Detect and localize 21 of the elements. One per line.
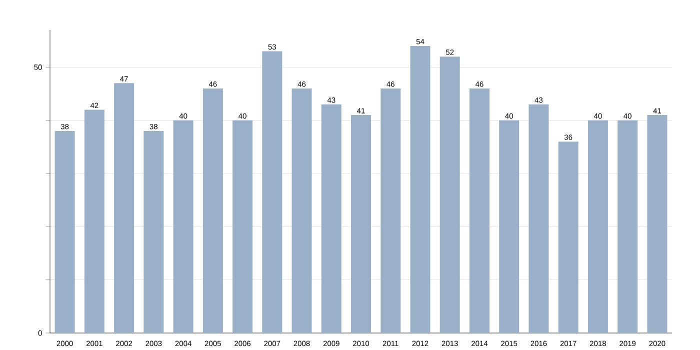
bar	[232, 120, 253, 333]
bar	[647, 115, 668, 333]
bar	[558, 142, 578, 333]
bar	[588, 120, 608, 333]
bar	[618, 120, 638, 333]
bar	[440, 56, 460, 333]
bar	[380, 88, 401, 333]
bar	[351, 115, 372, 333]
bar	[202, 88, 223, 333]
bar	[144, 131, 164, 333]
bar	[321, 104, 342, 333]
bar	[173, 120, 194, 333]
bar	[410, 46, 430, 333]
bar	[262, 51, 282, 333]
bar	[469, 88, 490, 333]
bar	[528, 104, 549, 333]
bar	[499, 120, 520, 333]
bar	[292, 88, 312, 333]
bar	[54, 131, 75, 333]
bar	[84, 110, 104, 333]
bar	[114, 83, 134, 333]
